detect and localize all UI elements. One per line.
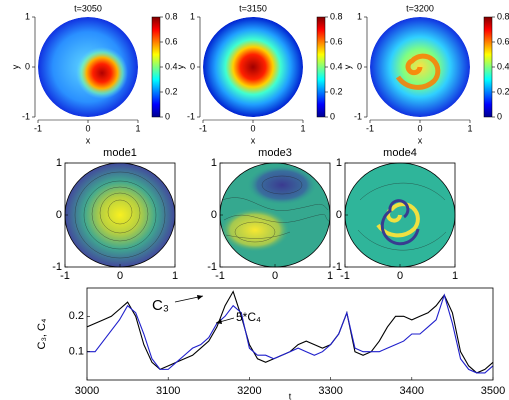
colorbar-tick-label: 0.2 <box>330 86 343 96</box>
x-tick-label: 0 <box>397 270 403 282</box>
colorbar-tick-label: 0.4 <box>497 61 509 71</box>
x-tick-label: 3200 <box>237 385 261 397</box>
x-tick-label: -1 <box>60 270 70 282</box>
y-tick-label: 1 <box>357 11 362 21</box>
panel-title: t=3150 <box>239 3 267 13</box>
x-axis-label: x <box>251 135 256 145</box>
panel-title: mode3 <box>258 147 292 159</box>
y-tick-label: -1 <box>207 261 217 273</box>
x-axis-label: x <box>418 135 423 145</box>
y-tick-label: -1 <box>52 261 62 273</box>
y-tick-label: 0 <box>211 209 217 221</box>
colorbar-tick-label: 0.8 <box>497 11 509 21</box>
y-tick-label: 1 <box>211 157 217 169</box>
x-tick-label: -1 <box>215 270 225 282</box>
x-tick-label: 3500 <box>481 385 505 397</box>
y-tick-label: 1 <box>336 157 342 169</box>
y-axis-label: C₃, C₄ <box>36 318 48 349</box>
x-tick-label: 0 <box>117 270 123 282</box>
x-tick-label: 3400 <box>400 385 424 397</box>
y-tick-label: 0 <box>56 209 62 221</box>
y-tick-label: 1 <box>56 157 62 169</box>
x-tick-label: 1 <box>300 123 305 133</box>
y-tick-label: 0.1 <box>69 346 84 358</box>
x-tick-label: 1 <box>135 123 140 133</box>
x-tick-label: 0 <box>85 123 90 133</box>
y-tick-label: -1 <box>332 261 342 273</box>
y-tick-label: 0 <box>25 61 30 71</box>
colorbar-tick-label: 0.4 <box>165 61 178 71</box>
x-tick-label: 0 <box>250 123 255 133</box>
y-tick-label: 0 <box>336 209 342 221</box>
frame <box>86 287 494 381</box>
x-tick-label: 1 <box>467 123 472 133</box>
x-tick-label: -1 <box>340 270 350 282</box>
colorbar-tick-label: 0 <box>330 111 335 121</box>
series-line <box>87 293 494 374</box>
panel-title: mode4 <box>383 147 417 159</box>
y-tick-label: 0 <box>190 61 195 71</box>
colorbar-tick-label: 0.2 <box>165 86 178 96</box>
colorbar-tick-label: 0.6 <box>330 36 343 46</box>
colorbar <box>483 16 493 118</box>
panel-title: t=3050 <box>74 3 102 13</box>
y-tick-label: 0.2 <box>69 310 84 322</box>
series-annotation: C₃ <box>152 297 169 314</box>
y-tick-label: 0 <box>357 61 362 71</box>
y-axis-label: y <box>175 64 185 69</box>
y-tick-label: 1 <box>25 11 30 21</box>
colorbar-tick-label: 0.2 <box>497 86 509 96</box>
field-images <box>38 17 470 268</box>
x-tick-label: 0 <box>272 270 278 282</box>
colorbar-tick-label: 0.6 <box>165 36 178 46</box>
x-tick-label: 3300 <box>318 385 342 397</box>
y-tick-label: -1 <box>187 111 195 121</box>
series-annotation: 5*C₄ <box>236 310 261 324</box>
colorbar-tick-label: 0.8 <box>330 11 343 21</box>
x-tick-label: -1 <box>366 123 374 133</box>
colorbar-tick-label: 0 <box>497 111 502 121</box>
arrow-head <box>216 319 222 324</box>
panel-title: mode1 <box>103 147 137 159</box>
colorbar <box>316 16 326 118</box>
y-tick-label: -1 <box>22 111 30 121</box>
x-tick-label: -1 <box>34 123 42 133</box>
x-axis-label: t <box>289 391 292 400</box>
y-tick-label: 1 <box>190 11 195 21</box>
x-axis-label: x <box>86 135 91 145</box>
x-tick-label: 1 <box>172 270 178 282</box>
series-line <box>86 290 494 374</box>
arrow-head <box>197 295 203 300</box>
x-tick-label: 3000 <box>75 385 99 397</box>
colorbar-tick-label: 0 <box>165 111 170 121</box>
y-tick-label: -1 <box>354 111 362 121</box>
y-axis-label: y <box>10 64 20 69</box>
colorbar <box>151 16 161 118</box>
colorbar-tick-label: 0.6 <box>497 36 509 46</box>
panel-title: t=3200 <box>406 3 434 13</box>
x-tick-label: -1 <box>199 123 207 133</box>
y-axis-label: y <box>342 64 352 69</box>
x-tick-label: 0 <box>417 123 422 133</box>
x-tick-label: 3100 <box>156 385 180 397</box>
x-tick-label: 1 <box>452 270 458 282</box>
colorbar-tick-label: 0.4 <box>330 61 343 71</box>
colorbar-tick-label: 0.8 <box>165 11 178 21</box>
x-tick-label: 1 <box>327 270 333 282</box>
